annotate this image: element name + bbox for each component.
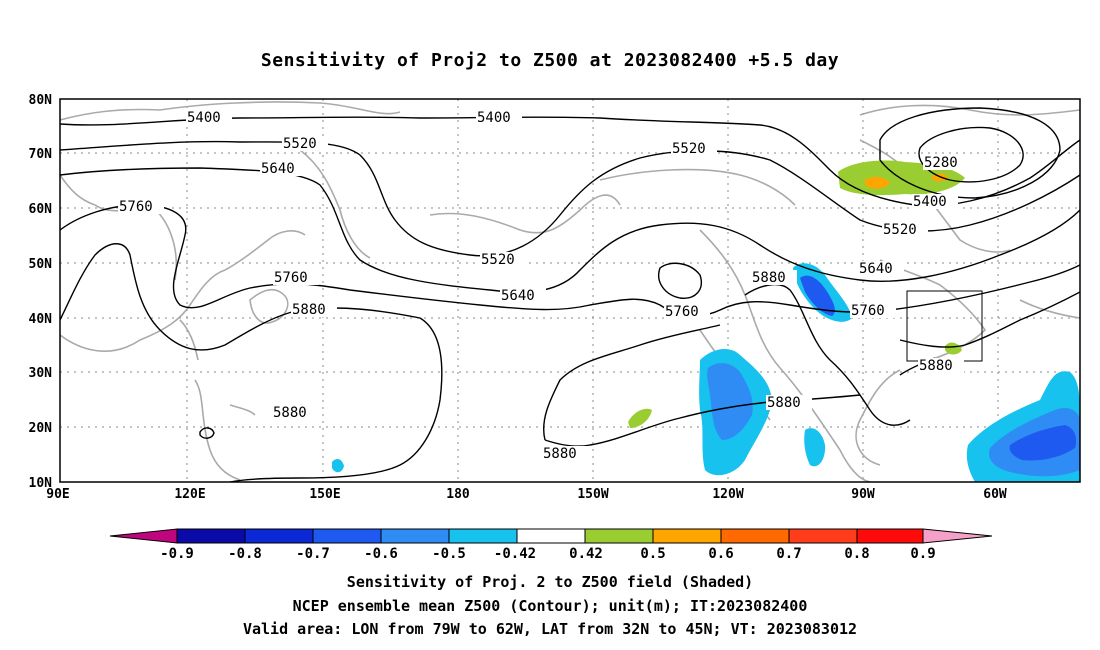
map-frame bbox=[59, 98, 1081, 483]
contour-label: 5520 bbox=[481, 252, 515, 268]
contour-5280 bbox=[918, 126, 1024, 183]
colorbar-segment bbox=[244, 528, 314, 544]
colorbar-segment bbox=[856, 528, 924, 544]
colorbar-tick: 0.6 bbox=[708, 546, 733, 562]
lon-axis-labels: 90E 120E 150E 180 150W 120W 90W 60W bbox=[46, 487, 1007, 502]
colorbar-segment bbox=[584, 528, 654, 544]
caption-valid-area: Valid area: LON from 79W to 62W, LAT fro… bbox=[242, 620, 858, 638]
colorbar-segment bbox=[380, 528, 450, 544]
lat-label: 30N bbox=[29, 366, 53, 381]
contour-label: 5880 bbox=[919, 358, 953, 374]
contour-label: 5760 bbox=[665, 304, 699, 320]
positive-sensitivity-region bbox=[945, 342, 962, 355]
colorbar-segment bbox=[788, 528, 858, 544]
contour-label: 5760 bbox=[851, 303, 885, 319]
contour-label: 5520 bbox=[883, 222, 917, 238]
negative-sensitivity-region bbox=[1009, 425, 1077, 461]
contour-label: 5880 bbox=[767, 395, 801, 411]
positive-sensitivity-region bbox=[628, 408, 652, 428]
lon-label: 150W bbox=[577, 487, 608, 502]
negative-sensitivity-region bbox=[332, 458, 344, 473]
negative-sensitivity-region bbox=[707, 363, 753, 440]
colorbar-tick: 0.7 bbox=[776, 546, 801, 562]
lon-label: 90W bbox=[851, 487, 875, 502]
contour-label: 5640 bbox=[261, 161, 295, 177]
negative-sensitivity-region bbox=[804, 428, 826, 467]
colorbar-segment bbox=[176, 528, 246, 544]
lat-axis-labels: 80N 70N 60N 50N 40N 30N 20N 10N bbox=[29, 93, 53, 491]
caption-shaded: Sensitivity of Proj. 2 to Z500 field (Sh… bbox=[346, 573, 754, 591]
contour-label: 5400 bbox=[477, 110, 511, 126]
colorbar-segment bbox=[516, 528, 586, 544]
colorbar-segment bbox=[720, 528, 790, 544]
colorbar-tick: -0.5 bbox=[432, 546, 466, 562]
colorbar-segment bbox=[312, 528, 382, 544]
lon-label: 150E bbox=[309, 487, 340, 502]
lat-label: 50N bbox=[29, 257, 53, 272]
contour-label: 5880 bbox=[543, 446, 577, 462]
lon-label: 60W bbox=[983, 487, 1007, 502]
colorbar bbox=[109, 528, 993, 544]
caption-contour: NCEP ensemble mean Z500 (Contour); unit(… bbox=[292, 597, 808, 615]
negative-sensitivity-region bbox=[800, 275, 835, 316]
colorbar-segment bbox=[652, 528, 722, 544]
lon-label: 120E bbox=[174, 487, 205, 502]
lon-label: 180 bbox=[446, 487, 470, 502]
contour-5880-east bbox=[744, 283, 911, 426]
lon-label: 120W bbox=[712, 487, 743, 502]
contour-label: 5400 bbox=[913, 194, 947, 210]
lat-label: 80N bbox=[29, 93, 53, 108]
colorbar-tick: -0.6 bbox=[364, 546, 398, 562]
colorbar-tick: 0.8 bbox=[844, 546, 869, 562]
colorbar-tick: 0.9 bbox=[910, 546, 935, 562]
colorbar-tick: -0.8 bbox=[228, 546, 262, 562]
contour-label: 5640 bbox=[501, 288, 535, 304]
contour-label: 5880 bbox=[273, 405, 307, 421]
contour-small bbox=[199, 427, 215, 439]
colorbar-ticks: -0.9 -0.8 -0.7 -0.6 -0.5 -0.42 0.42 0.5 … bbox=[160, 546, 936, 562]
contour-label: 5640 bbox=[859, 261, 893, 277]
colorbar-tick: 0.5 bbox=[640, 546, 665, 562]
contour-label: 5760 bbox=[274, 270, 308, 286]
lat-label: 60N bbox=[29, 202, 53, 217]
contour-5880-sw bbox=[543, 324, 721, 441]
contour-label: 5880 bbox=[752, 270, 786, 286]
contour-5880-se bbox=[899, 291, 1080, 348]
lon-label: 90E bbox=[46, 487, 69, 502]
contour-label: 5520 bbox=[672, 141, 706, 157]
colorbar-tick: 0.42 bbox=[569, 546, 603, 562]
colorbar-segment bbox=[109, 528, 178, 544]
colorbar-segment bbox=[922, 528, 993, 544]
contour-label: 5760 bbox=[119, 199, 153, 215]
colorbar-tick: -0.9 bbox=[160, 546, 194, 562]
colorbar-tick: -0.42 bbox=[494, 546, 536, 562]
contour-labels: 5400 5400 5520 5520 5520 5520 5640 5640 … bbox=[118, 110, 969, 462]
positive-sensitivity-region bbox=[865, 176, 890, 189]
lat-label: 20N bbox=[29, 421, 53, 436]
lat-label: 10N bbox=[29, 476, 53, 491]
sensitivity-shading bbox=[332, 160, 1080, 482]
lat-label: 40N bbox=[29, 312, 53, 327]
contour-5400-closed bbox=[879, 107, 1061, 199]
colorbar-tick: -0.7 bbox=[296, 546, 330, 562]
contour-5760-closed bbox=[658, 262, 702, 299]
map-title: Sensitivity of Proj2 to Z500 at 20230824… bbox=[260, 50, 840, 71]
contour-label: 5520 bbox=[283, 136, 317, 152]
lat-label: 70N bbox=[29, 147, 53, 162]
contour-label: 5400 bbox=[187, 110, 221, 126]
contour-label: 5280 bbox=[924, 155, 958, 171]
colorbar-segment bbox=[448, 528, 518, 544]
contour-label: 5880 bbox=[292, 302, 326, 318]
